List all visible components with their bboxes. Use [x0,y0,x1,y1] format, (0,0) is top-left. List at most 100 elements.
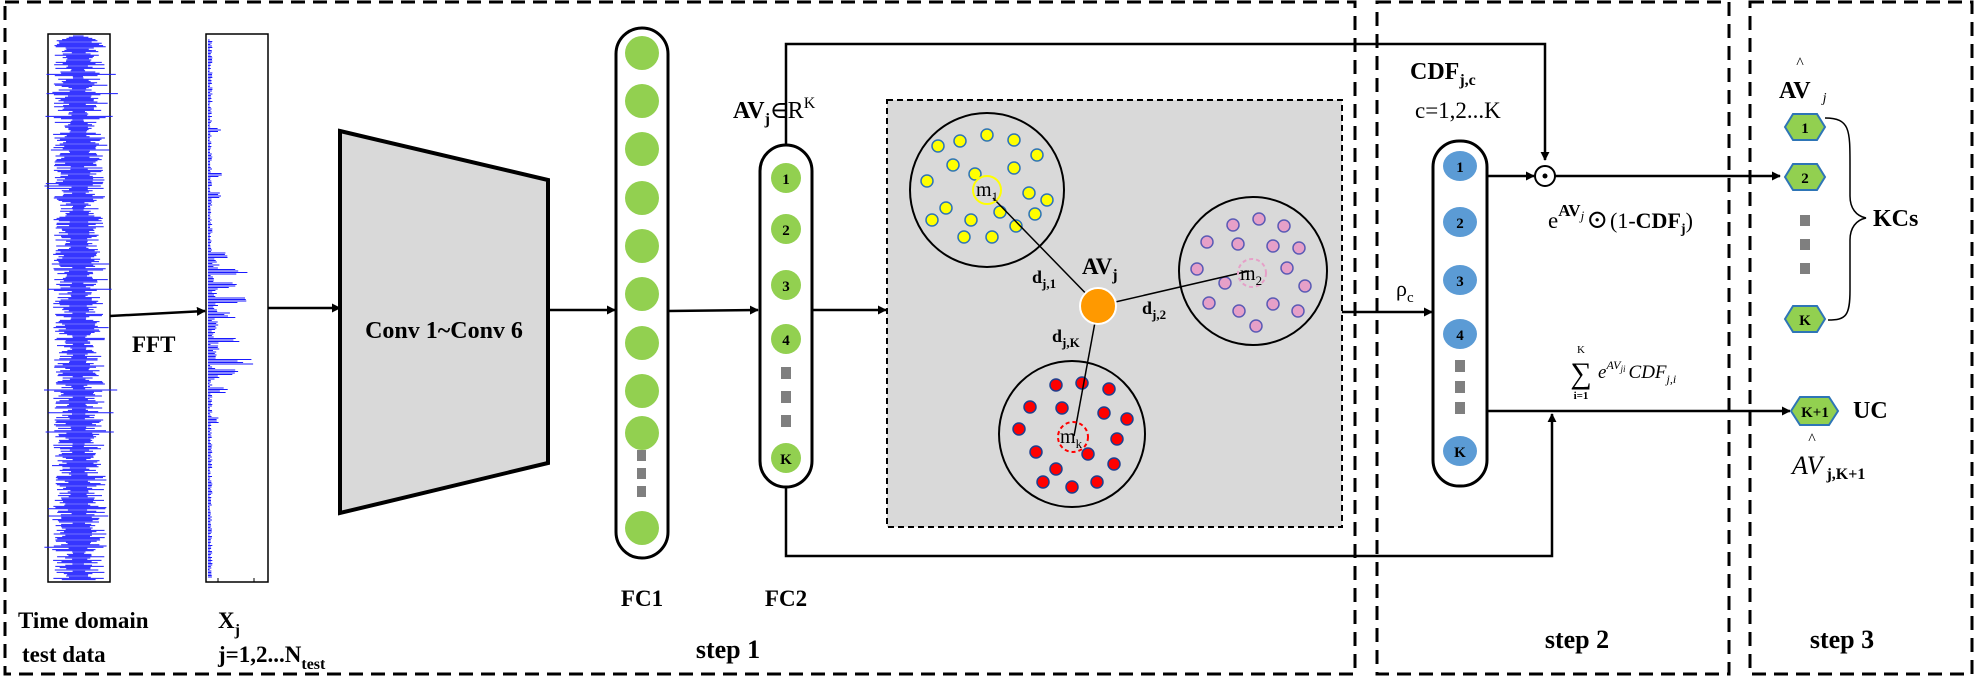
avhat2-hat: ^ [1808,431,1816,448]
distance-label-k: dj,K [1052,326,1081,350]
av-to-sum-line [784,413,1557,558]
svg-text:1: 1 [782,172,790,188]
fc1-layer [614,26,670,560]
sum-body: eAVji CDFj,i [1598,358,1676,386]
sum-top: K [1577,344,1585,356]
center-m2-label: m2 [1240,263,1262,288]
distance-line-2 [1097,270,1250,307]
step3-label: step 3 [1810,625,1874,654]
av-in-rk-label: AVj∈RK [733,95,816,128]
center-mk-label: mk [1060,426,1083,451]
cluster-point [1097,406,1111,420]
step2-label: step 2 [1545,625,1609,654]
rho-label: ρc [1396,276,1414,306]
fc2-node-3: 3 [771,270,801,300]
cdf-column: 1 2 3 4 K [1431,139,1489,488]
spectrum-signal [208,39,254,578]
cluster-point [1081,447,1095,461]
svg-text:3: 3 [1456,274,1464,290]
step1-label: step 1 [696,635,760,664]
fft-label: FFT [132,332,175,357]
cluster-point [1030,148,1044,162]
cluster-point [1023,400,1037,414]
cluster-point [1036,475,1050,489]
cluster-point [1028,207,1042,221]
cluster-point [1022,186,1036,200]
cluster-point [957,230,971,244]
fc1-node [625,374,659,408]
uc-label: UC [1853,398,1888,424]
fc1-node [625,511,659,545]
fc2-ellipsis-1 [781,367,791,379]
svg-text:4: 4 [1456,328,1464,344]
cluster-point [1226,218,1240,232]
av-point-label: AVj [1082,254,1118,284]
cluster-point [1266,239,1280,253]
fc1-node [625,326,659,360]
fc2-ellipsis-3 [781,415,791,427]
cluster-point [1007,133,1021,147]
conv-label: Conv 1~Conv 6 [365,318,523,344]
cluster-2 [1178,196,1328,346]
fc1-node [625,84,659,118]
cluster-point [1090,475,1104,489]
cluster-point [1012,422,1026,436]
fc1-ellipsis-1 [637,450,646,461]
center-m2-ring [1237,258,1267,288]
cluster-point [1040,193,1054,207]
time-domain-label-2: test data [22,642,106,667]
fc2-node-2: 2 [771,214,801,244]
cluster-point [1232,304,1246,318]
distance-label-2: dj,2 [1142,298,1166,322]
kc-ellipsis-1 [1800,215,1810,226]
signal-trace [44,35,118,581]
fc2-layer: 1 2 3 4 K [758,143,814,489]
cluster-point [1298,279,1312,293]
fc2-ellipsis-2 [781,391,791,403]
step1-box [3,0,1357,676]
fc1-ellipsis-2 [637,468,646,479]
cdf-ellipsis-3 [1455,402,1465,414]
cluster-point [1292,241,1306,255]
fc1-node [625,277,659,311]
fc2-node-1: 1 [771,163,801,193]
center-m1-label: m1 [976,179,998,204]
cluster-point [1266,297,1280,311]
distance-line-k [1073,305,1099,437]
svg-text:3: 3 [782,279,790,295]
time-domain-signal [44,35,118,581]
fc1-node [625,416,659,450]
cluster-point [920,174,934,188]
cluster-point [1055,401,1069,415]
cluster-point [1231,237,1245,251]
cluster-k [998,360,1146,508]
fc2-label: FC2 [765,586,807,611]
step2-box [1375,0,1731,676]
cluster-point [964,213,978,227]
distance-line-1 [992,197,1099,307]
cluster-point [939,201,953,215]
cdf-node-1: 1 [1443,151,1477,181]
svg-text:1: 1 [1801,121,1809,137]
cluster-point [1049,462,1063,476]
c-range-label: c=1,2...K [1415,98,1501,123]
cluster-point [1200,235,1214,249]
fc1-nodes [625,36,659,545]
fc1-node [625,132,659,166]
fc2-node-k: K [771,443,801,473]
cdf-ellipsis-2 [1455,381,1465,393]
cdf-node-3: 3 [1443,265,1477,295]
svg-text:2: 2 [1456,216,1464,232]
cluster-point [1102,382,1116,396]
cluster-point [1249,319,1263,333]
svg-text:1: 1 [1456,160,1464,176]
spectrum-trace [208,39,254,578]
fft-arrow [109,306,206,318]
cluster-point [1075,376,1089,390]
spectrum-plot [205,33,269,583]
cluster-point [1029,445,1043,459]
cluster-point [1280,261,1294,275]
svg-text:K: K [1454,445,1466,461]
avhat-label: AV j [1779,78,1827,106]
